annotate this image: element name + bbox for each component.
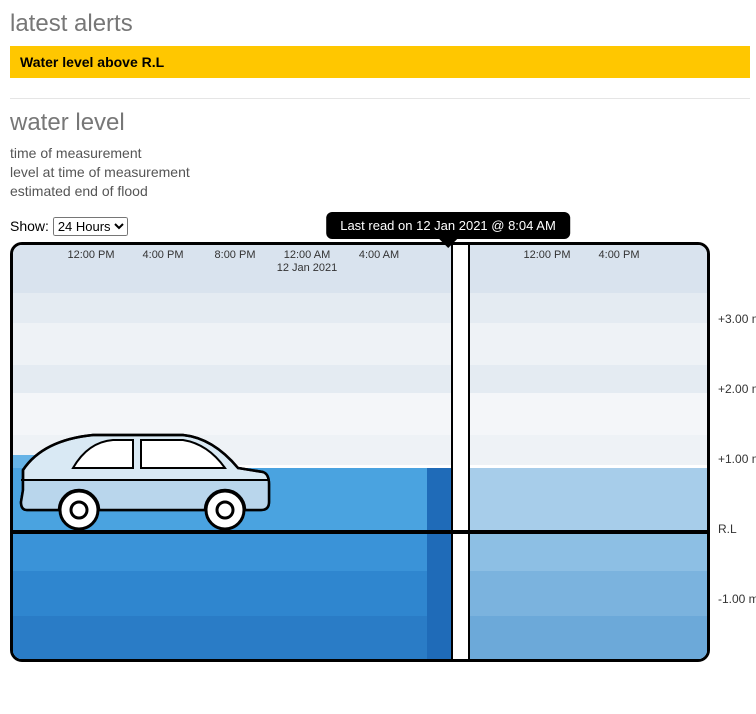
past-water-band <box>13 616 451 659</box>
show-label: Show: <box>10 218 49 234</box>
meta-end: estimated end of flood <box>10 183 746 199</box>
y-tick-label: +2.00 m <box>718 382 756 396</box>
range-select[interactable]: 24 Hours <box>53 217 128 236</box>
sky-band <box>13 365 707 393</box>
y-tick-label: +1.00 m <box>718 452 756 466</box>
chart-box: 12:00 PM 4:00 PM 8:00 PM 12:00 AM12 Jan 202… <box>10 242 710 662</box>
sky-band <box>13 323 707 365</box>
rl-line <box>13 530 707 534</box>
future-water-band <box>468 616 707 659</box>
meta-level: level at time of measurement <box>10 164 746 180</box>
x-tick-label: 12:00 AM12 Jan 2021 <box>277 249 338 275</box>
x-tick-label: 12:00 PM <box>523 249 570 262</box>
y-tick-label: R.L <box>718 522 737 536</box>
x-tick-label: 12:00 PM <box>67 249 114 262</box>
sky-band <box>13 293 707 323</box>
x-tick-label: 4:00 PM <box>599 249 640 262</box>
x-tick-label: 4:00 PM <box>143 249 184 262</box>
now-line <box>451 245 453 659</box>
x-tick-label: 4:00 AM <box>359 249 399 262</box>
x-tick-label: 8:00 PM <box>215 249 256 262</box>
car-icon <box>13 420 273 530</box>
alerts-title: latest alerts <box>10 10 746 38</box>
divider <box>10 98 750 99</box>
now-line <box>468 245 470 659</box>
alert-item: Water level above R.L <box>10 46 750 78</box>
now-water-strip <box>427 468 451 659</box>
water-level-title: water level <box>10 109 746 137</box>
chart: 12:00 PM 4:00 PM 8:00 PM 12:00 AM12 Jan 202… <box>10 242 750 662</box>
last-read-tooltip: Last read on 12 Jan 2021 @ 8:04 AM <box>326 212 570 239</box>
gap <box>451 245 468 659</box>
y-tick-label: -1.00 m <box>718 592 756 606</box>
y-tick-label: +3.00 m <box>718 312 756 326</box>
meta-time: time of measurement <box>10 145 746 161</box>
